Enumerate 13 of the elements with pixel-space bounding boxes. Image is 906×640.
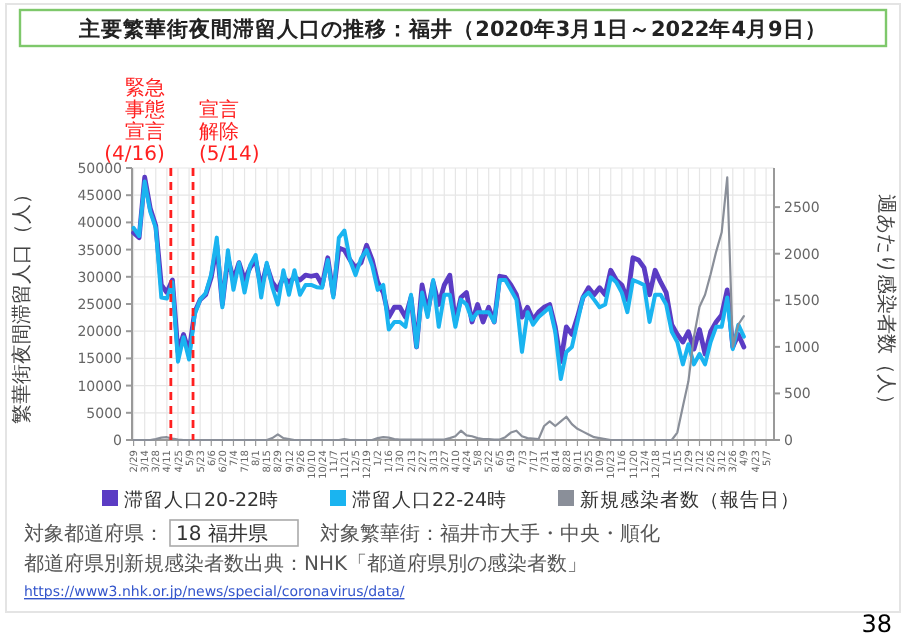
legend-label: 新規感染者数（報告日） (580, 488, 800, 512)
y-axis-title: 繁華街夜間滞留人口（人） (10, 184, 34, 424)
text: 18 福井県 (176, 522, 268, 546)
text: 都道府県別新規感染者数出典：NHK「都道府県別の感染者数」 (24, 552, 588, 576)
text: 対象繁華街：福井市大手・中央・順化 (320, 522, 660, 546)
ref-line-label: 緊急事態宣言(4/16) (104, 76, 166, 166)
chart-title: 主要繁華街夜間滞留人口の推移：福井（2020年3月1日～2022年4月9日） (77, 16, 827, 42)
legend-label: 滞留人口20-22時 (124, 488, 280, 512)
text: 38 (861, 610, 892, 638)
text: 対象都道府県： (24, 522, 164, 546)
ref-line-label: 宣言解除(5/14) (199, 98, 260, 166)
y2-axis-title: 週あたり感染者数（人） (874, 194, 898, 414)
legend-label: 滞留人口22-24時 (352, 488, 508, 512)
